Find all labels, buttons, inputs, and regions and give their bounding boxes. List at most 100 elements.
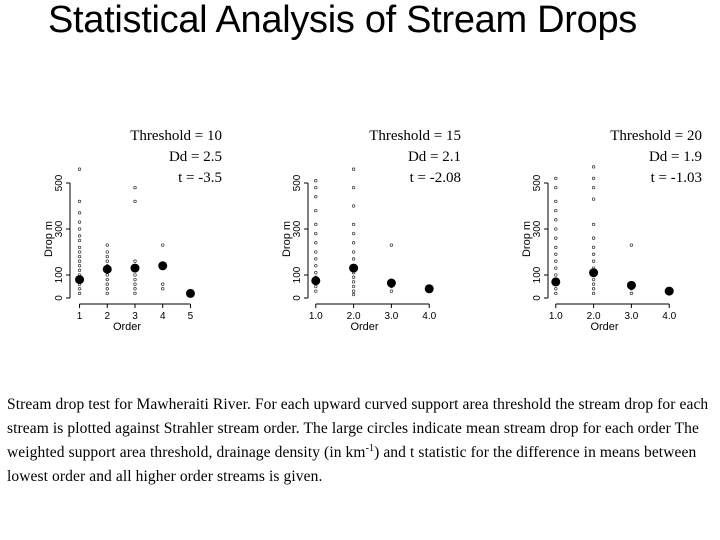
- stat-line-2: Dd = 2.5: [169, 149, 222, 165]
- data-point: [351, 257, 356, 261]
- data-point: [77, 254, 82, 259]
- data-point: [554, 185, 558, 190]
- data-point: [105, 291, 109, 296]
- data-point: [591, 222, 596, 227]
- data-point: [314, 264, 318, 268]
- data-point: [554, 259, 558, 263]
- data-point: [133, 287, 137, 291]
- data-point: [554, 218, 558, 222]
- data-point: [133, 259, 137, 263]
- figure-caption: Stream drop test for Mawheraiti River. F…: [7, 393, 717, 489]
- x-tick-label: 5: [188, 311, 194, 322]
- x-tick-label: 1.0: [309, 311, 323, 322]
- data-point: [314, 195, 318, 199]
- data-point: [77, 268, 82, 273]
- data-point: [351, 289, 356, 293]
- data-point: [105, 277, 109, 282]
- stat-line-3: t = -3.5: [178, 170, 222, 186]
- stat-line-1: Threshold = 10: [130, 128, 222, 144]
- data-point: [554, 245, 558, 250]
- data-point: [133, 282, 137, 286]
- mean-marker: [664, 286, 674, 296]
- mean-marker: [386, 278, 396, 288]
- mean-marker: [102, 264, 112, 274]
- data-point: [105, 273, 109, 277]
- data-point: [77, 250, 82, 254]
- y-axis-label: Drop m: [521, 221, 533, 257]
- mean-marker: [551, 277, 561, 287]
- y-tick-label: 500: [292, 174, 303, 191]
- data-point: [314, 257, 318, 261]
- data-point: [351, 222, 356, 227]
- data-point: [351, 250, 356, 254]
- data-point: [351, 204, 356, 208]
- y-tick-label: 100: [532, 266, 543, 283]
- data-point: [77, 238, 82, 243]
- data-point: [133, 273, 137, 277]
- chart-panel-threshold-15: Threshold = 15 Dd = 2.1 t = -2.08 0 100 300 50…: [281, 128, 461, 333]
- y-tick-label: 300: [532, 220, 543, 237]
- data-point: [591, 165, 596, 169]
- stat-line-1: Threshold = 15: [369, 128, 461, 144]
- mean-marker: [349, 263, 359, 273]
- data-point: [351, 292, 356, 297]
- data-point: [77, 220, 82, 224]
- data-point: [351, 280, 356, 284]
- data-point: [314, 284, 318, 289]
- mean-marker: [589, 268, 599, 278]
- caption-text-2: ) and t statistic for the difference in …: [7, 444, 697, 485]
- data-point: [314, 222, 318, 227]
- x-axis-label: Order: [113, 321, 141, 333]
- data-point: [351, 185, 356, 190]
- y-axis-label: Drop m: [281, 221, 293, 257]
- data-point: [591, 197, 596, 201]
- data-point: [554, 227, 558, 231]
- data-point: [105, 282, 109, 286]
- x-tick-label: 1: [77, 311, 83, 322]
- y-tick-label: 500: [532, 174, 543, 191]
- y-axis-label: Drop m: [43, 221, 55, 257]
- stat-line-3: t = -1.03: [651, 170, 702, 186]
- y-tick-label: 0: [532, 295, 543, 301]
- data-point: [105, 259, 109, 263]
- data-point: [389, 289, 394, 293]
- data-point: [591, 252, 596, 256]
- data-point: [105, 243, 109, 247]
- data-point: [554, 287, 558, 291]
- data-point: [351, 167, 356, 171]
- data-point: [133, 291, 137, 296]
- mean-marker: [424, 284, 434, 294]
- mean-marker: [626, 280, 636, 290]
- data-point: [351, 231, 356, 236]
- data-point: [554, 273, 558, 277]
- mean-marker: [185, 288, 195, 298]
- mean-marker: [75, 275, 85, 285]
- data-point: [554, 176, 558, 181]
- data-point: [351, 284, 356, 289]
- mean-marker: [158, 261, 168, 271]
- data-point: [629, 291, 634, 296]
- data-point: [133, 277, 137, 282]
- data-point: [351, 275, 356, 279]
- data-point: [591, 245, 596, 250]
- stat-line-2: Dd = 1.9: [649, 149, 702, 165]
- data-point: [77, 227, 82, 231]
- data-point: [554, 199, 558, 204]
- data-point: [554, 266, 558, 270]
- data-point: [591, 176, 596, 181]
- data-point: [554, 208, 558, 213]
- x-tick-label: 2.0: [347, 311, 361, 322]
- y-tick-label: 0: [292, 295, 303, 301]
- data-point: [591, 282, 596, 286]
- data-point: [314, 179, 318, 183]
- data-point: [105, 250, 109, 254]
- data-point: [591, 185, 596, 190]
- x-tick-label: 1.0: [549, 311, 563, 322]
- data-point: [591, 287, 596, 291]
- chart-panel-threshold-10: Threshold = 10 Dd = 2.5 t = -3.5 0 100 300 500…: [43, 128, 222, 333]
- data-point: [77, 199, 82, 204]
- data-point: [351, 241, 356, 245]
- data-point: [314, 185, 318, 190]
- mean-marker: [311, 276, 321, 286]
- x-tick-label: 2.0: [587, 311, 601, 322]
